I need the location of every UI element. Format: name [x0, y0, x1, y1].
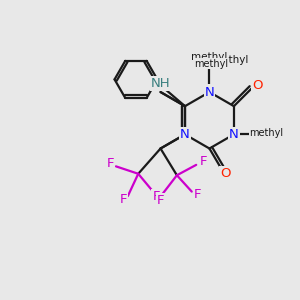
Text: O: O — [252, 79, 262, 92]
Text: methyl: methyl — [193, 57, 229, 67]
Text: F: F — [120, 193, 127, 206]
Text: methyl: methyl — [194, 59, 228, 69]
Text: F: F — [107, 157, 114, 170]
Text: methyl: methyl — [212, 55, 249, 65]
Text: NH: NH — [151, 77, 170, 90]
Text: N: N — [180, 128, 190, 141]
Text: F: F — [152, 190, 160, 202]
Text: F: F — [200, 155, 207, 168]
Text: F: F — [194, 188, 201, 201]
Text: methyl: methyl — [250, 128, 284, 138]
Text: methyl: methyl — [191, 52, 228, 62]
Text: N: N — [205, 85, 214, 98]
Text: N: N — [229, 128, 239, 141]
Text: O: O — [220, 167, 230, 180]
Text: F: F — [157, 194, 164, 207]
